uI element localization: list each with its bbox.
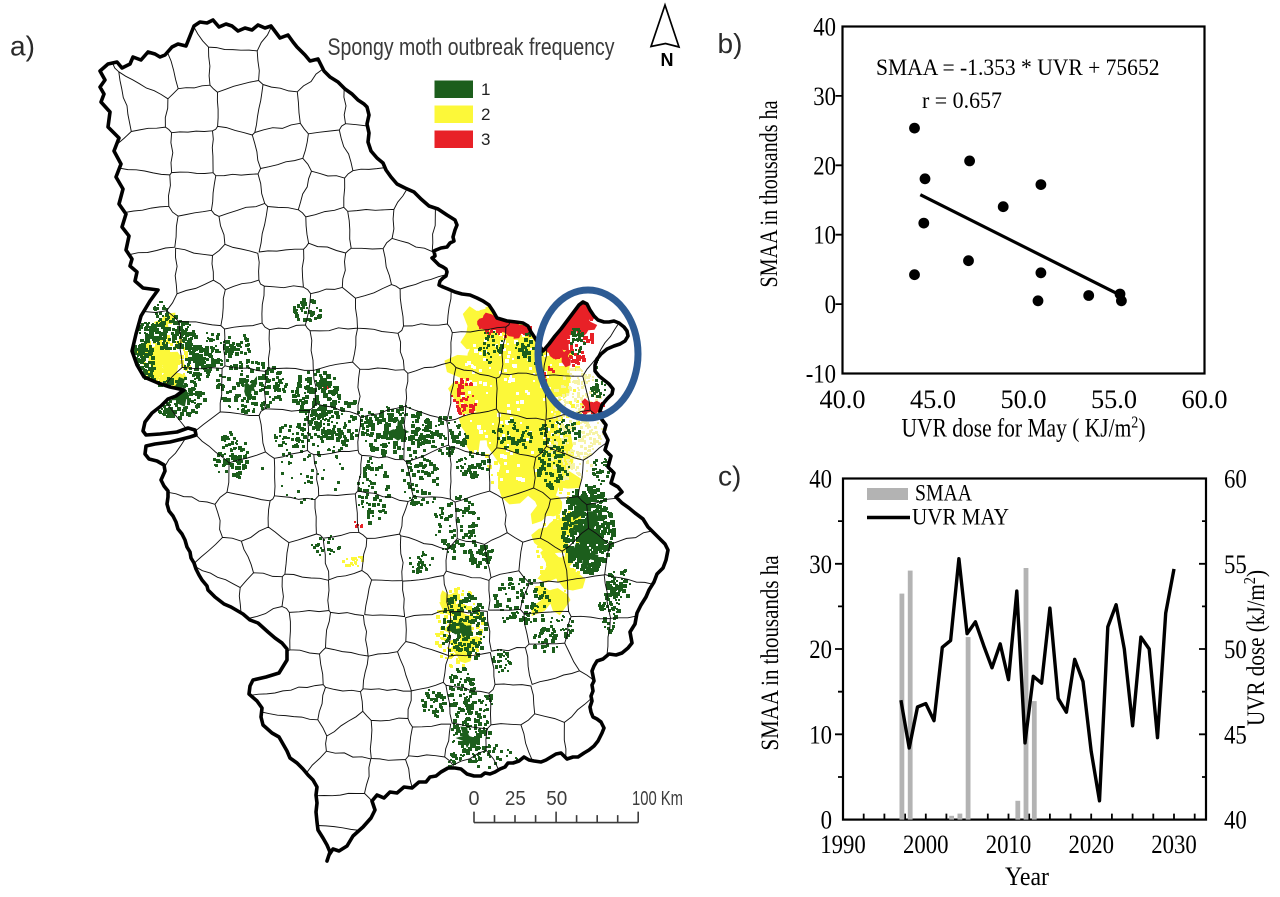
svg-text:40: 40 bbox=[1224, 805, 1247, 835]
svg-text:2020: 2020 bbox=[1069, 829, 1115, 859]
svg-text:UVR MAY: UVR MAY bbox=[912, 505, 1009, 530]
svg-text:45: 45 bbox=[1224, 719, 1247, 749]
svg-text:25: 25 bbox=[505, 788, 526, 810]
svg-text:c): c) bbox=[718, 461, 741, 492]
svg-text:SMAA: SMAA bbox=[915, 481, 972, 506]
svg-text:1990: 1990 bbox=[820, 829, 866, 859]
svg-text:3: 3 bbox=[481, 130, 490, 149]
svg-text:a): a) bbox=[10, 31, 35, 62]
svg-text:10: 10 bbox=[813, 220, 836, 250]
svg-text:55.0: 55.0 bbox=[1091, 384, 1137, 414]
svg-text:10: 10 bbox=[809, 719, 832, 749]
svg-text:45.0: 45.0 bbox=[910, 384, 956, 414]
svg-text:20: 20 bbox=[809, 634, 832, 664]
svg-text:2010: 2010 bbox=[986, 829, 1032, 859]
svg-text:30: 30 bbox=[813, 81, 836, 111]
svg-text:r = 0.657: r = 0.657 bbox=[922, 88, 1002, 113]
svg-text:40: 40 bbox=[809, 464, 832, 494]
svg-text:SMAA in thousands ha: SMAA in thousands ha bbox=[756, 101, 783, 288]
svg-text:50.0: 50.0 bbox=[1001, 384, 1047, 414]
svg-text:N: N bbox=[661, 50, 674, 70]
svg-text:40: 40 bbox=[813, 12, 836, 42]
svg-text:UVR dose (kJ/m2): UVR dose (kJ/m2) bbox=[1240, 570, 1271, 726]
svg-text:SMAA = -1.353 * UVR + 75652: SMAA = -1.353 * UVR + 75652 bbox=[876, 55, 1160, 80]
svg-text:30: 30 bbox=[809, 549, 832, 579]
svg-text:2030: 2030 bbox=[1151, 829, 1197, 859]
svg-text:20: 20 bbox=[813, 150, 836, 180]
svg-text:0: 0 bbox=[821, 805, 832, 835]
svg-text:SMAA in thousands ha: SMAA in thousands ha bbox=[757, 556, 784, 751]
svg-text:50: 50 bbox=[546, 788, 567, 810]
svg-text:Spongy moth outbreak frequenc: Spongy moth outbreak frequency bbox=[328, 34, 615, 61]
svg-text:0: 0 bbox=[469, 788, 480, 810]
svg-text:100 Km: 100 Km bbox=[632, 788, 683, 810]
svg-text:1: 1 bbox=[481, 80, 490, 99]
svg-text:60: 60 bbox=[1224, 464, 1247, 494]
svg-text:-10: -10 bbox=[806, 359, 836, 389]
svg-text:2: 2 bbox=[481, 105, 490, 124]
svg-text:60.0: 60.0 bbox=[1182, 384, 1228, 414]
svg-text:b): b) bbox=[718, 28, 743, 59]
svg-text:0: 0 bbox=[825, 289, 836, 319]
svg-text:50: 50 bbox=[1224, 634, 1247, 664]
svg-text:UVR dose for May ( KJ/m2): UVR dose for May ( KJ/m2) bbox=[902, 412, 1146, 443]
svg-text:2000: 2000 bbox=[903, 829, 949, 859]
svg-text:Year: Year bbox=[1005, 862, 1049, 891]
svg-text:55: 55 bbox=[1224, 549, 1247, 579]
svg-text:40.0: 40.0 bbox=[820, 384, 866, 414]
